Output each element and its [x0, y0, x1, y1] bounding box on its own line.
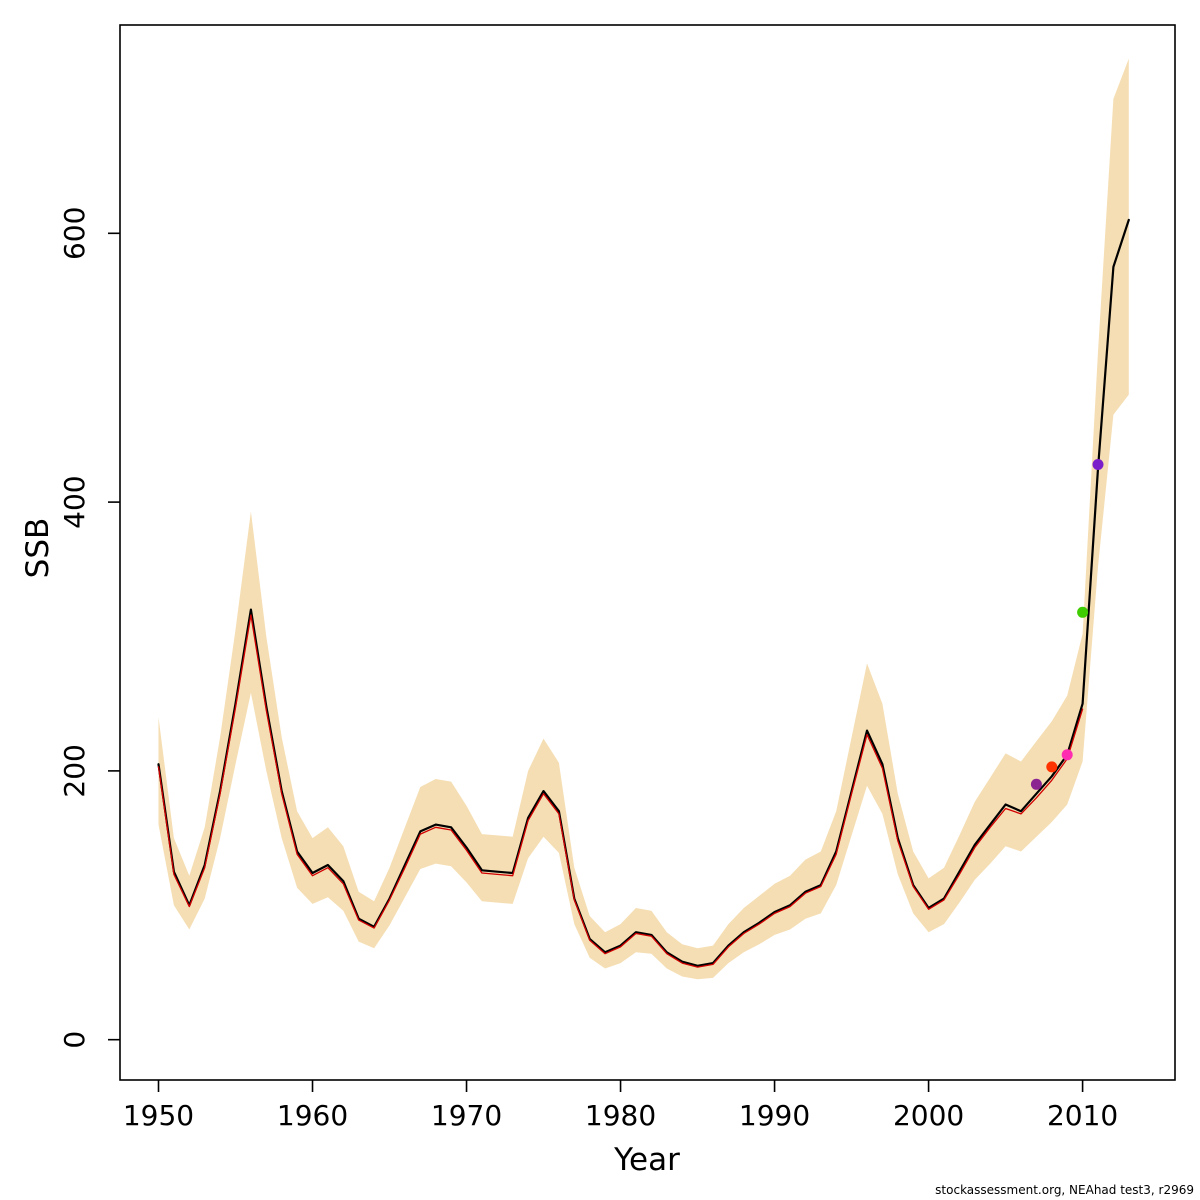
x-axis-label: Year [614, 1142, 680, 1178]
retro-point-2011 [1092, 459, 1104, 470]
y-tick-label: 400 [58, 475, 91, 528]
y-axis-label: SSB [20, 517, 56, 579]
plot-border [119, 24, 1176, 1081]
y-tick-label: 200 [58, 744, 91, 797]
x-tick-label: 1960 [277, 1099, 348, 1132]
retro-point-2009 [1061, 749, 1073, 761]
x-tick-label: 1950 [123, 1099, 194, 1132]
x-tick-label: 2000 [893, 1099, 964, 1132]
series-comparison-run [157, 614, 1084, 968]
x-tick-label: 2010 [1047, 1099, 1118, 1132]
x-tick-label: 1980 [585, 1099, 656, 1132]
x-tick-label: 1970 [431, 1099, 502, 1132]
footer-credit: stockassessment.org, NEAhad test3, r2969 [935, 1183, 1194, 1197]
y-tick-label: 600 [58, 207, 91, 260]
retro-point-2008 [1046, 761, 1058, 773]
retro-point-2007 [1030, 778, 1042, 790]
series-ssb-estimate [157, 218, 1130, 967]
retro-point-2010 [1077, 606, 1089, 618]
x-tick-label: 1990 [739, 1099, 810, 1132]
confidence-band [158, 58, 1129, 980]
y-tick-label: 0 [58, 1031, 91, 1049]
